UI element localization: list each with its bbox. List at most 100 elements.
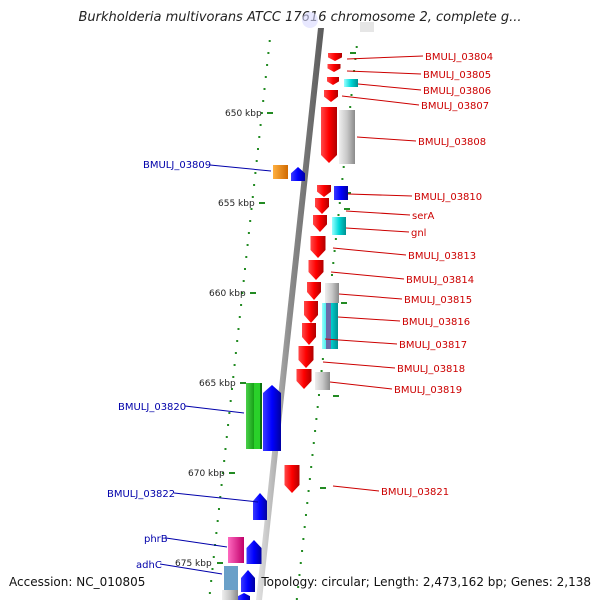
gene-label[interactable]: BMULJ_03816	[402, 317, 470, 328]
leader-line	[332, 247, 407, 256]
gene-label[interactable]: BMULJ_03809	[143, 160, 211, 171]
tick-dot	[260, 112, 263, 114]
minor-tick	[333, 395, 339, 397]
tick-dot	[312, 442, 315, 444]
gene-arrow	[328, 53, 342, 61]
chromosome-backbone	[256, 28, 324, 600]
tick-dot	[304, 514, 307, 516]
major-tick	[217, 562, 223, 564]
tick-dot	[330, 274, 333, 276]
gene-label[interactable]: BMULJ_03814	[406, 275, 474, 286]
gene-box	[224, 566, 238, 590]
gene-label[interactable]: gnl	[411, 228, 426, 239]
tick-dot	[250, 208, 253, 210]
scale-label: 650 kbp	[225, 109, 262, 119]
gene-arrow	[327, 77, 339, 85]
tick-dot	[234, 352, 237, 354]
gene-label[interactable]: BMULJ_03817	[399, 340, 467, 351]
leader-line	[173, 492, 259, 503]
leader-line	[337, 316, 401, 322]
minor-tick	[341, 302, 347, 304]
gene-box	[325, 283, 339, 303]
gene-box	[228, 537, 244, 563]
gene-label[interactable]: BMULJ_03804	[425, 52, 493, 63]
tick-dot	[243, 268, 246, 270]
gene-label[interactable]: BMULJ_03821	[381, 487, 449, 498]
tick-dot	[266, 64, 269, 66]
gene-arrow	[263, 385, 281, 451]
gene-label[interactable]: BMULJ_03813	[408, 251, 476, 262]
tick-dot	[349, 106, 352, 108]
tick-dot	[237, 328, 240, 330]
gene-label[interactable]: serA	[412, 211, 434, 222]
tick-dot	[240, 304, 243, 306]
tick-dot	[301, 550, 304, 552]
gene-arrow	[246, 540, 262, 564]
gene-label[interactable]: BMULJ_03806	[423, 86, 491, 97]
gene-label[interactable]: BMULJ_03807	[421, 101, 489, 112]
tick-dot	[316, 406, 319, 408]
leader-line	[347, 193, 413, 197]
leader-line	[341, 95, 420, 106]
gene-label[interactable]: BMULJ_03819	[394, 385, 462, 396]
gene-label[interactable]: BMULJ_03810	[414, 192, 482, 203]
gene-arrow	[302, 323, 316, 345]
tick-dot	[259, 124, 262, 126]
gene-arrow	[324, 90, 338, 102]
tick-dot	[306, 502, 309, 504]
tick-dot	[216, 520, 219, 522]
tick-dot	[263, 88, 266, 90]
tick-dot	[302, 538, 305, 540]
tick-dot	[315, 418, 318, 420]
tick-dot	[338, 202, 341, 204]
scale-label: 660 kbp	[209, 289, 246, 299]
gene-arrow	[308, 260, 324, 280]
tick-dot	[267, 52, 270, 54]
gene-label[interactable]: phrB	[144, 534, 168, 545]
gene-arrow	[304, 301, 318, 323]
tick-dot	[256, 148, 259, 150]
tick-dot	[221, 472, 224, 474]
gene-label[interactable]: BMULJ_03808	[418, 137, 486, 148]
tick-dot	[321, 358, 324, 360]
major-tick	[240, 382, 246, 384]
tick-dot	[225, 436, 228, 438]
gene-arrow	[321, 107, 337, 163]
gene-arrow	[317, 185, 331, 197]
major-tick	[259, 202, 265, 204]
gene-label[interactable]: BMULJ_03820	[118, 402, 186, 413]
leader-line	[345, 210, 411, 216]
tick-dot	[246, 244, 249, 246]
tick-dot	[217, 508, 220, 510]
tick-dot	[249, 220, 252, 222]
tick-dot	[298, 574, 301, 576]
tick-dot	[241, 292, 244, 294]
major-tick	[250, 292, 256, 294]
gene-label[interactable]: adhC	[136, 560, 162, 571]
tick-dot	[308, 478, 311, 480]
leader-line	[165, 537, 228, 548]
gene-arrow	[327, 64, 341, 72]
tick-dot	[220, 484, 223, 486]
gene-label[interactable]: BMULJ_03815	[404, 295, 472, 306]
gene-box	[332, 217, 346, 235]
tick-dot	[297, 586, 300, 588]
gene-label[interactable]: BMULJ_03822	[107, 489, 175, 500]
tick-dot	[264, 76, 267, 78]
gene-label[interactable]: BMULJ_03818	[397, 364, 465, 375]
leader-line	[346, 55, 424, 60]
tick-dot	[254, 172, 257, 174]
gene-box	[273, 165, 288, 179]
tick-dot	[355, 46, 358, 48]
tick-dot	[314, 430, 317, 432]
scale-label: 655 kbp	[218, 199, 255, 209]
tick-dot	[223, 460, 226, 462]
gene-label[interactable]: BMULJ_03805	[423, 70, 491, 81]
major-tick	[229, 472, 235, 474]
tick-dot	[342, 166, 345, 168]
tick-dot	[247, 232, 250, 234]
tick-dot	[232, 376, 235, 378]
accession-text: Accession: NC_010805	[9, 575, 146, 589]
